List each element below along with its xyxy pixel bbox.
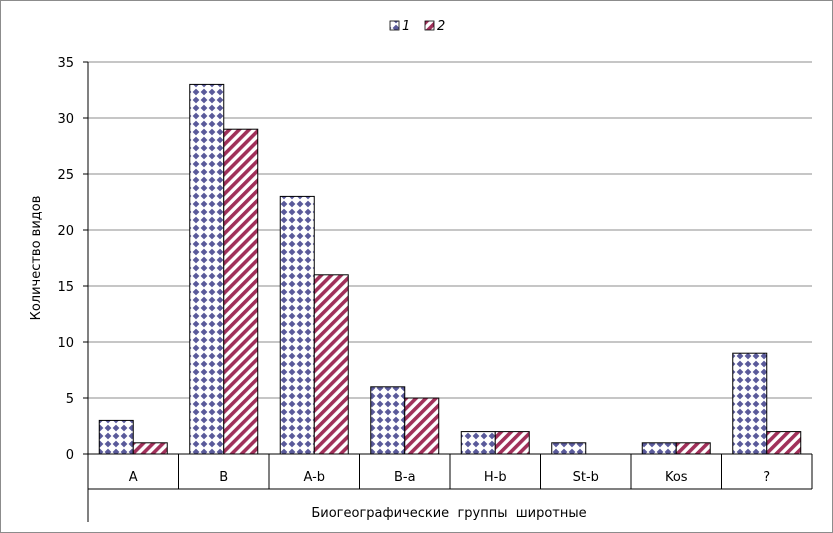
bar-series-2-H-b bbox=[494, 431, 530, 455]
legend-swatch-1 bbox=[389, 20, 400, 31]
x-category-label: A bbox=[129, 470, 138, 485]
x-category-label: B bbox=[219, 470, 228, 485]
axes bbox=[83, 61, 813, 522]
bar-series-1-Kos bbox=[641, 442, 677, 455]
y-axis-title: Количество видов bbox=[29, 196, 44, 321]
bar-series-1-B bbox=[189, 83, 225, 455]
x-category-label: ? bbox=[763, 470, 770, 485]
x-category-label: H-b bbox=[484, 470, 507, 485]
x-category-label: St-b bbox=[573, 470, 599, 485]
bar-series-2-? bbox=[766, 431, 802, 455]
legend: 1 2 bbox=[389, 19, 445, 34]
bar-series-2-B-a bbox=[404, 397, 440, 455]
bar-series-2-A bbox=[132, 442, 168, 455]
x-category-label: A-b bbox=[303, 470, 325, 485]
y-tick-label: 35 bbox=[57, 56, 74, 71]
bar-series-2-B bbox=[223, 128, 259, 455]
bar-series-1-B-a bbox=[370, 386, 406, 455]
legend-label-2: 2 bbox=[437, 19, 445, 34]
labels: 0 5 10 15 20 25 30 35 A B A-b B-a H-b St-b Kos? bbox=[57, 56, 770, 485]
bar-series-2-Kos bbox=[675, 442, 711, 455]
bar-series-1-? bbox=[732, 352, 768, 455]
y-tick-label: 0 bbox=[66, 448, 74, 463]
y-tick-label: 30 bbox=[57, 112, 74, 127]
bar-series-2-A-b bbox=[313, 274, 349, 455]
y-tick-label: 25 bbox=[57, 168, 74, 183]
bar-series-1-A bbox=[98, 419, 134, 455]
bar-series-1-St-b bbox=[551, 442, 587, 455]
legend-swatch-2 bbox=[424, 20, 435, 31]
x-category-label: Kos bbox=[665, 470, 688, 485]
bar-series-1-A-b bbox=[279, 195, 315, 455]
y-tick-label: 20 bbox=[57, 224, 74, 239]
x-axis-title: Биогеографические группы широтные bbox=[311, 506, 586, 521]
legend-label-1: 1 bbox=[402, 19, 410, 34]
bars bbox=[98, 83, 802, 455]
bar-series-1-H-b bbox=[460, 431, 496, 455]
x-category-label: B-a bbox=[394, 470, 416, 485]
y-tick-label: 10 bbox=[57, 336, 74, 351]
y-tick-label: 15 bbox=[57, 280, 74, 295]
y-tick-label: 5 bbox=[66, 392, 74, 407]
